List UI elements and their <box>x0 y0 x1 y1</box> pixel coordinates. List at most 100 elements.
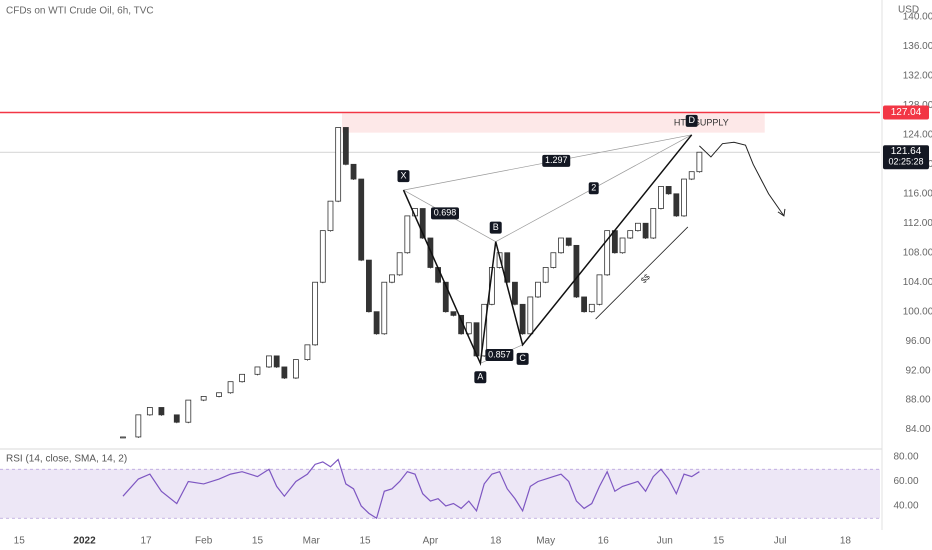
candle <box>266 355 272 368</box>
candle <box>465 322 472 335</box>
x-tick-label: 15 <box>252 536 264 547</box>
currency: USD <box>898 5 919 16</box>
point-box <box>489 221 502 234</box>
rsi-tick-label: 80.00 <box>893 452 918 463</box>
candle <box>227 381 234 394</box>
candle <box>604 230 611 276</box>
candle <box>358 178 365 261</box>
x-tick-label: Jul <box>774 536 787 547</box>
candle <box>319 230 326 283</box>
channel-line <box>595 226 689 320</box>
point-box <box>474 371 487 384</box>
countdown: 02:25:28 <box>888 157 923 167</box>
y-tick-label: 132.00 <box>903 71 932 82</box>
candle <box>504 252 511 283</box>
resistance-label: 127.04 <box>891 107 922 118</box>
candle <box>611 230 618 254</box>
candle <box>292 359 299 379</box>
candle <box>312 281 319 346</box>
candle <box>304 344 311 360</box>
candle <box>619 237 626 254</box>
x-tick-label: 18 <box>490 536 502 547</box>
candle <box>419 208 426 239</box>
point-label: B <box>493 222 499 232</box>
candle <box>596 274 603 305</box>
rsi-line <box>122 458 700 520</box>
candle <box>627 230 634 239</box>
candle <box>396 252 403 276</box>
candle <box>327 200 334 232</box>
supply-label: HTF SUPPLY <box>674 117 729 127</box>
candle <box>200 396 207 401</box>
candle <box>558 237 564 254</box>
candle <box>450 311 457 316</box>
projection-arrowhead <box>777 208 786 217</box>
candle <box>658 186 664 209</box>
y-tick-label: 108.00 <box>903 247 932 258</box>
candle <box>496 252 503 268</box>
y-tick-label: 124.00 <box>903 129 932 140</box>
x-tick-label: 15 <box>14 536 26 547</box>
candle <box>519 303 526 335</box>
candle <box>373 311 380 335</box>
x-tick-label: 2022 <box>73 536 96 547</box>
x-tick-label: Mar <box>303 536 321 547</box>
ratio-box <box>542 154 571 167</box>
point-label: C <box>519 353 526 363</box>
candle <box>565 237 572 246</box>
candle <box>650 208 657 239</box>
leg-label: 2 <box>591 183 596 193</box>
point-box <box>516 352 529 365</box>
y-tick-label: 88.00 <box>905 395 930 406</box>
candle <box>688 171 695 180</box>
candle <box>366 259 372 313</box>
rsi-tick-label: 40.00 <box>893 501 918 512</box>
point-box <box>397 170 410 183</box>
y-tick-label: 112.00 <box>903 218 932 229</box>
point-box <box>685 114 698 127</box>
chart-title: CFDs on WTI Crude Oil, 6h, TVC <box>6 6 154 17</box>
y-tick-label: 84.00 <box>905 424 930 435</box>
candle <box>185 399 192 423</box>
candle <box>573 244 580 298</box>
candle <box>642 222 649 239</box>
point-label: D <box>688 115 695 125</box>
candle <box>527 296 534 335</box>
supply-zone <box>342 113 765 133</box>
candle <box>350 163 357 180</box>
candle <box>588 303 595 313</box>
x-tick-label: Feb <box>195 536 213 547</box>
ratio-box <box>485 348 514 361</box>
ratio-label: 1.297 <box>545 155 568 165</box>
candle <box>254 366 261 375</box>
candle <box>442 281 449 313</box>
candle <box>512 281 518 305</box>
candle <box>535 281 541 298</box>
point-label: A <box>477 372 483 382</box>
y-tick-label: 92.00 <box>905 365 930 376</box>
x-tick-label: Apr <box>423 536 439 547</box>
last-price-label: 121.64 <box>891 146 922 157</box>
candle <box>239 373 245 383</box>
candle <box>216 392 222 397</box>
resistance-tag <box>883 105 929 120</box>
candle <box>335 127 342 202</box>
candle <box>135 414 142 438</box>
candle <box>542 267 549 283</box>
projection-path <box>699 141 785 217</box>
candle <box>696 151 703 173</box>
x-tick-label: Jun <box>657 536 673 547</box>
y-tick-label: 96.00 <box>905 336 930 347</box>
y-tick-label: 136.00 <box>903 41 932 52</box>
point-label: X <box>400 170 406 180</box>
candle <box>173 414 180 423</box>
x-tick-label: 16 <box>598 536 610 547</box>
candle <box>550 252 557 268</box>
candle <box>342 127 349 165</box>
ratio-label: 0.857 <box>488 349 511 359</box>
candle <box>389 274 395 283</box>
candle <box>146 407 153 416</box>
x-tick-label: 15 <box>360 536 372 547</box>
